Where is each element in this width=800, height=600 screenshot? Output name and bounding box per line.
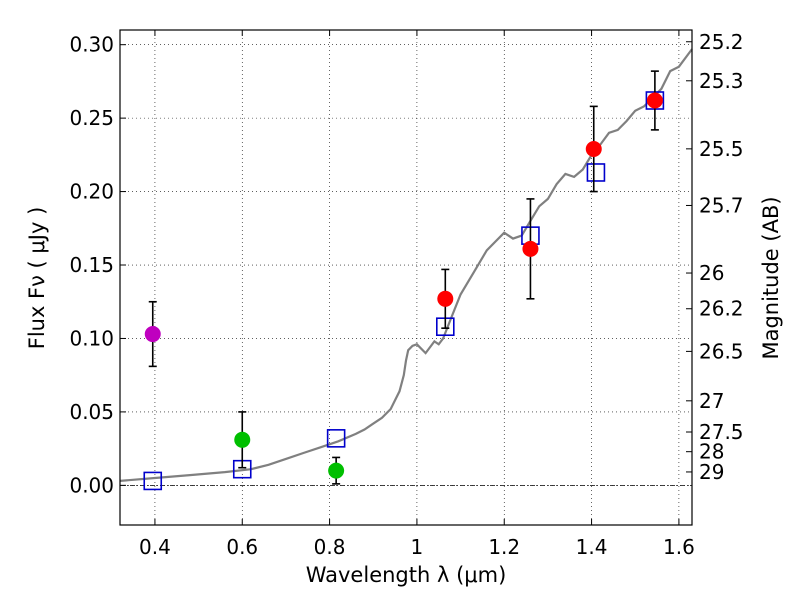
x-tick-label: 1.2 [488, 535, 520, 559]
x-tick-label: 1 [411, 535, 424, 559]
y2-tick-label: 25.3 [699, 69, 744, 93]
x-tick-label: 0.4 [139, 535, 171, 559]
y-tick-label: 0.20 [69, 180, 114, 204]
y2-tick-label: 26.5 [699, 339, 744, 363]
y-tick-label: 0.25 [69, 106, 114, 130]
y-tick-label: 0.05 [69, 400, 114, 424]
data-marks [143, 70, 665, 491]
y-tick-label: 0.30 [69, 33, 114, 57]
model-photometry-box [326, 429, 346, 448]
x-tick-label: 1.4 [576, 535, 608, 559]
red-data-point [646, 92, 663, 109]
y2-tick-label: 25.2 [699, 30, 744, 54]
spectrum-line [119, 48, 693, 482]
y2-tick-label: 26.2 [699, 297, 744, 321]
red-data-point [585, 140, 602, 157]
red-data-point [437, 290, 454, 307]
green-data-point [328, 462, 345, 479]
axis-ticks: 0.4 0.6 0.8 1 1.2 1.4 1.6 0.00 0.05 0.10 0.15 0.20 0… [69, 30, 743, 559]
plot-frame [119, 29, 693, 526]
y2-tick-label: 28 [699, 440, 724, 464]
y-tick-label: 0.15 [69, 253, 114, 277]
x-tick-label: 0.8 [314, 535, 346, 559]
model-photometry-box [586, 163, 606, 182]
y2-tick-label: 27.5 [699, 420, 744, 444]
x-tick-label: 1.6 [663, 535, 695, 559]
y-axis-label: Flux Fν ( μJy ) [25, 207, 49, 350]
y2-tick-label: 26 [699, 261, 724, 285]
y2-axis-label: Magnitude (AB) [759, 196, 783, 359]
plot-background [120, 30, 692, 525]
magenta-data-point [144, 326, 161, 343]
y2-tick-label: 25.7 [699, 193, 744, 217]
y2-tick-label: 29 [699, 460, 724, 484]
y-tick-label: 0.00 [69, 473, 114, 497]
red-data-point [522, 240, 539, 257]
x-tick-label: 0.6 [226, 535, 258, 559]
x-axis-label: Wavelength λ (μm) [306, 563, 507, 587]
y2-tick-label: 25.5 [699, 137, 744, 161]
y-tick-label: 0.10 [69, 326, 114, 350]
y2-tick-label: 27 [699, 389, 724, 413]
model-photometry-box [143, 471, 163, 491]
green-data-point [234, 431, 251, 448]
